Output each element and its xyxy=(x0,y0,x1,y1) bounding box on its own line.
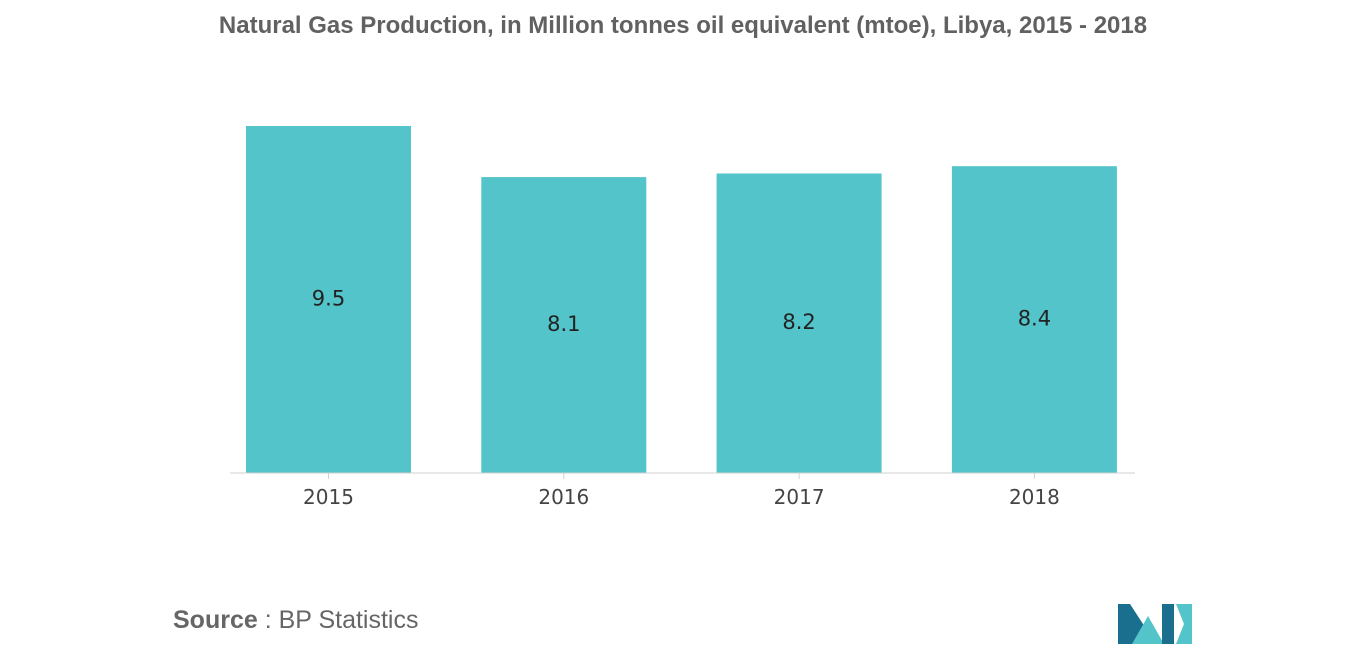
x-tick-label-2015: 2015 xyxy=(303,485,354,509)
source-note: Source : BP Statistics xyxy=(173,606,418,635)
chart-title: Natural Gas Production, in Million tonne… xyxy=(218,12,1148,39)
source-key: Source xyxy=(173,606,258,634)
data-label-2015: 9.5 xyxy=(312,287,345,311)
bar-2015 xyxy=(246,126,411,473)
x-tick-label-2016: 2016 xyxy=(538,485,589,509)
mordor-intelligence-logo xyxy=(1118,604,1192,644)
source-value: BP Statistics xyxy=(278,606,419,634)
logo-right-shape xyxy=(1162,604,1174,644)
logo-right-accent xyxy=(1176,604,1192,644)
bars-group: 9.5 8.1 8.2 8.4 xyxy=(246,126,1117,473)
data-label-2017: 8.2 xyxy=(782,310,815,334)
x-tick-label-2018: 2018 xyxy=(1009,485,1060,509)
x-ticks-group: 2015 2016 2017 2018 xyxy=(303,473,1060,509)
bar-chart: 9.5 8.1 8.2 8.4 2015 2016 2017 2018 xyxy=(230,126,1135,509)
data-label-2018: 8.4 xyxy=(1018,307,1051,331)
source-separator: : xyxy=(257,606,279,634)
bar-2017 xyxy=(716,173,882,473)
bar-2016 xyxy=(481,177,647,473)
bar-2018 xyxy=(951,166,1117,473)
x-tick-label-2017: 2017 xyxy=(774,485,825,509)
data-label-2016: 8.1 xyxy=(547,312,580,336)
logo-center-shape xyxy=(1132,616,1164,644)
